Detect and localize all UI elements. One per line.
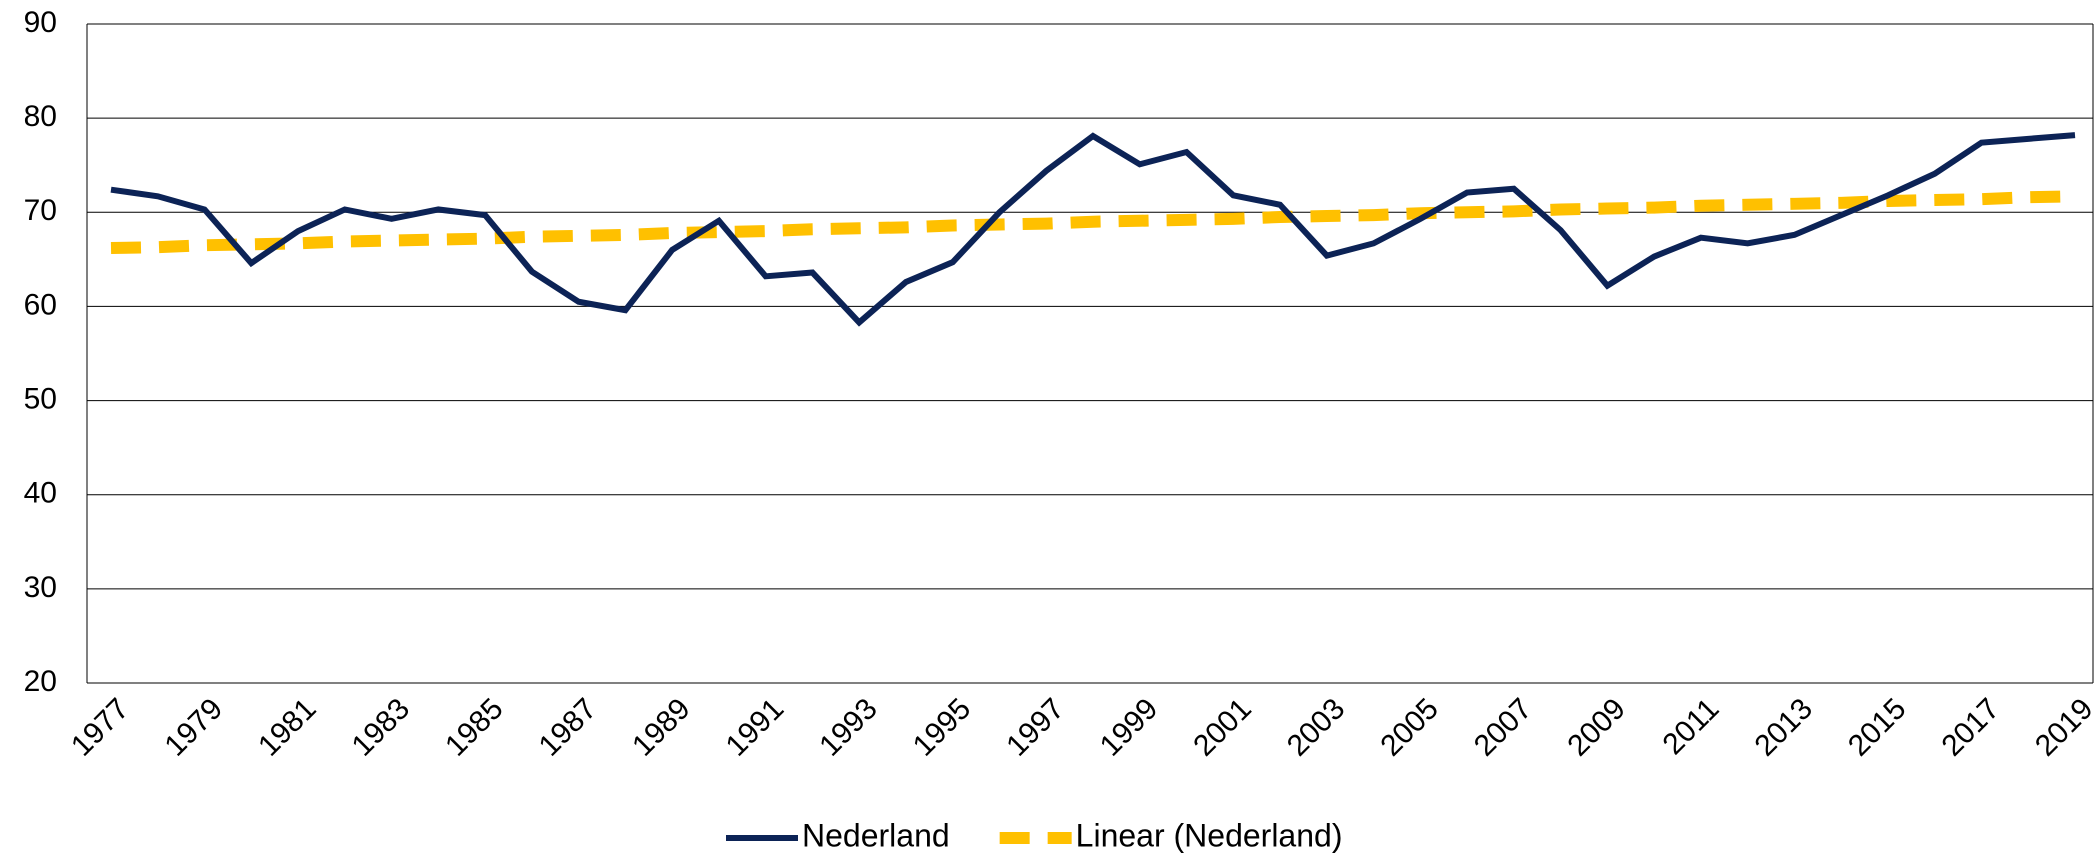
x-tick-label: 1991 [720, 692, 791, 763]
x-tick-label: 2017 [1935, 692, 2006, 763]
x-tick-label: 1993 [813, 692, 884, 763]
x-tick-label: 2019 [2029, 692, 2096, 763]
trend-line [110, 190, 2076, 255]
x-tick-label: 1989 [626, 692, 697, 763]
x-tick-label: 2011 [1657, 692, 1726, 761]
x-tick-label: 1981 [252, 692, 323, 763]
y-tick-label: 90 [24, 6, 57, 39]
y-tick-label: 40 [24, 477, 57, 510]
data-line [110, 132, 2076, 327]
x-tick-label: 1995 [907, 692, 978, 763]
legend-label: Nederland [802, 817, 950, 853]
x-tick-label: 1985 [439, 692, 510, 763]
x-tick-label: 2013 [1748, 692, 1819, 763]
x-tick-label: 2015 [1842, 692, 1913, 763]
y-tick-label: 50 [24, 382, 57, 415]
x-tick-label: 1999 [1094, 692, 1165, 763]
y-tick-label: 20 [24, 665, 57, 698]
x-tick-label: 1979 [159, 692, 230, 763]
y-tick-label: 60 [24, 288, 57, 321]
legend-label: Linear (Nederland) [1076, 817, 1343, 853]
legend: Nederland Linear (Nederland) [726, 817, 1342, 853]
x-tick-label: 2007 [1468, 692, 1539, 763]
x-tick-label: 1987 [533, 692, 604, 763]
x-tick-label: 1997 [1000, 692, 1071, 763]
x-tick-label: 2005 [1374, 692, 1445, 763]
x-tick-label: 1977 [65, 692, 136, 763]
x-tick-label: 2009 [1561, 692, 1632, 763]
y-tick-label: 70 [24, 194, 57, 227]
x-tick-label: 2001 [1187, 692, 1258, 763]
y-tick-label: 80 [24, 100, 57, 133]
x-tick-label: 1983 [346, 692, 417, 763]
y-tick-label: 30 [24, 571, 57, 604]
x-tick-label: 2003 [1281, 692, 1352, 763]
